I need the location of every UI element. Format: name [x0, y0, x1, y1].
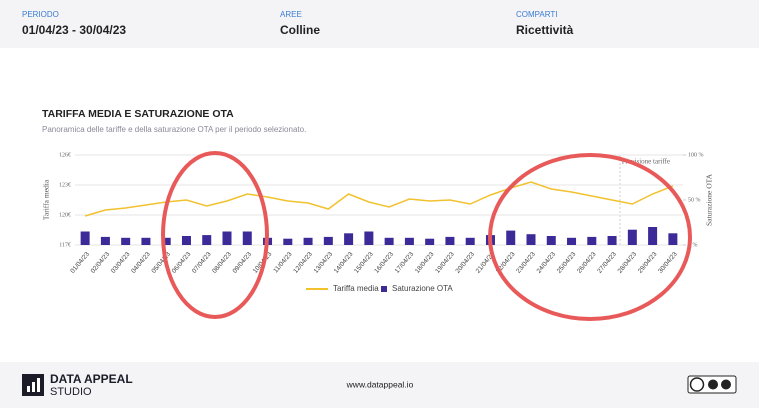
bar [222, 231, 232, 245]
filter-label: AREE [280, 10, 302, 19]
x-tick-label: 08/04/23 [211, 251, 233, 275]
x-tick-label: 24/04/23 [535, 251, 557, 275]
logo-bar [27, 386, 30, 392]
bar [181, 236, 191, 245]
x-tick-label: 07/04/23 [191, 251, 213, 275]
x-tick-label: 20/04/23 [454, 251, 476, 275]
footer-url[interactable]: www.datappeal.io [346, 379, 414, 389]
highlight-circle [488, 153, 692, 321]
filter-bar [0, 0, 759, 48]
filter-value[interactable]: Colline [280, 23, 320, 37]
bar [546, 236, 556, 245]
brand: DATA APPEAL [50, 372, 133, 386]
filter-value[interactable]: Ricettività [516, 23, 574, 37]
bar [283, 238, 293, 245]
x-tick-label: 06/04/23 [171, 251, 193, 275]
bar [303, 237, 313, 245]
highlight-circle [161, 151, 269, 319]
x-tick-label: 03/04/23 [110, 251, 132, 275]
x-tick-label: 25/04/23 [556, 251, 578, 275]
x-tick-label: 09/04/23 [231, 251, 253, 275]
y-axis-label: Tariffa media [42, 179, 51, 220]
y2-axis-label: Saturazione OTA [705, 173, 714, 226]
license-icon [721, 379, 731, 390]
x-tick-label: 04/04/23 [130, 251, 152, 275]
x-tick-label: 14/04/23 [333, 251, 355, 275]
bar [121, 237, 131, 245]
bar [242, 231, 252, 245]
license-icon [689, 377, 705, 392]
x-tick-label: 17/04/23 [394, 251, 416, 275]
bar [506, 230, 516, 245]
x-tick-label: 12/04/23 [292, 251, 314, 275]
bar [668, 233, 678, 245]
x-tick-label: 19/04/23 [434, 251, 456, 275]
y-tick-label: 126€ [59, 152, 71, 158]
bar [100, 236, 110, 245]
bar [465, 237, 475, 245]
license-icon [708, 379, 718, 390]
x-tick-label: 28/04/23 [617, 251, 639, 275]
bar [364, 231, 374, 245]
brand-sub: STUDIO [50, 386, 92, 398]
bar [648, 227, 658, 245]
x-tick-label: 11/04/23 [272, 251, 294, 275]
y-tick-label: 117€ [59, 242, 71, 248]
footer [0, 362, 759, 408]
x-tick-label: 29/04/23 [637, 251, 659, 275]
bar [80, 231, 90, 245]
x-tick-label: 02/04/23 [90, 251, 112, 275]
x-tick-label: 27/04/23 [596, 251, 618, 275]
annotation: Previsione tariffe [622, 158, 670, 166]
bar [607, 236, 617, 245]
bar [526, 234, 536, 245]
legend-swatch [381, 286, 387, 292]
legend-label[interactable]: Saturazione OTA [392, 284, 453, 293]
y2-tick-label: 100 % [688, 152, 704, 158]
y2-tick-label: 50 % [688, 197, 701, 203]
bar [567, 237, 577, 245]
x-tick-label: 30/04/23 [657, 251, 679, 275]
bar [425, 238, 435, 245]
logo-bar [32, 382, 35, 392]
bar [344, 233, 354, 245]
y-tick-label: 123€ [59, 182, 71, 188]
line [84, 181, 674, 217]
x-tick-label: 15/04/23 [353, 251, 375, 275]
bar [404, 237, 414, 245]
chart-title: TARIFFA MEDIA E SATURAZIONE OTA [42, 108, 234, 120]
x-tick-label: 18/04/23 [414, 251, 436, 275]
bar [323, 236, 333, 245]
x-tick-label: 16/04/23 [373, 251, 395, 275]
y-tick-label: 120€ [59, 212, 71, 218]
bar [445, 236, 455, 245]
y2-tick-label: 0 % [688, 242, 698, 248]
x-tick-label: 01/04/23 [69, 251, 91, 275]
legend-label[interactable]: Tariffa media [333, 284, 379, 293]
x-tick-label: 13/04/23 [313, 251, 335, 275]
bar [141, 237, 151, 245]
bar [587, 236, 597, 245]
bar [627, 229, 637, 245]
filter-value[interactable]: 01/04/23 - 30/04/23 [22, 23, 126, 37]
filter-label: PERIODO [22, 10, 59, 19]
bar [202, 235, 212, 245]
x-tick-label: 26/04/23 [576, 251, 598, 275]
plot: 117€ 120€ 123€ 126€ 0 % 50 % 100 % 01/04/2302/0… [59, 152, 704, 274]
chart-subtitle: Panoramica delle tariffe e della saturaz… [42, 125, 306, 134]
bar [384, 237, 394, 245]
logo-bar [37, 378, 40, 392]
bar [161, 237, 171, 245]
x-tick-label: 23/04/23 [515, 251, 537, 275]
filter-label: COMPARTI [516, 10, 557, 19]
